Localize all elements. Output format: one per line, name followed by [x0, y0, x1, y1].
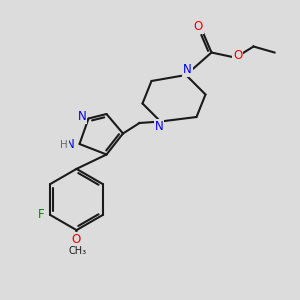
Text: O: O	[71, 232, 80, 246]
Text: N: N	[154, 120, 164, 134]
Text: N: N	[183, 63, 192, 76]
Text: N: N	[77, 110, 86, 123]
Text: CH₃: CH₃	[68, 246, 86, 256]
Text: N: N	[66, 138, 75, 151]
Text: O: O	[233, 49, 242, 62]
Text: O: O	[194, 20, 202, 33]
Text: F: F	[38, 208, 45, 221]
Text: H: H	[60, 140, 68, 150]
